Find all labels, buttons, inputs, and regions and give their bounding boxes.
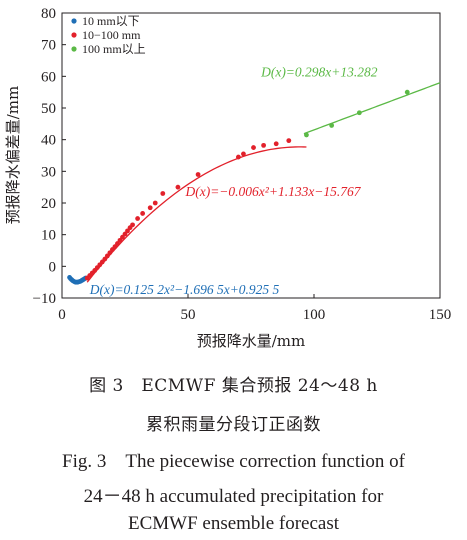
data-points <box>67 89 410 285</box>
legend-label: 10−100 mm <box>82 28 141 42</box>
data-point-1 <box>261 142 266 148</box>
fit-equation-0: D(x)=0.125 2x²−1.696 5x+0.925 5 <box>89 282 280 297</box>
data-point-1 <box>273 141 279 147</box>
y-tick-label: 80 <box>41 6 56 22</box>
caption-en-line2: 24－48 h accumulated precipitation for <box>83 486 384 507</box>
y-tick-label: 40 <box>41 133 56 149</box>
x-tick-label: 150 <box>429 307 452 323</box>
caption-en-line1: Fig. 3 The piecewise correction function… <box>62 451 405 472</box>
legend-marker <box>71 32 77 38</box>
legend-marker <box>71 46 77 52</box>
fit-equation-2: D(x)=0.298x+13.282 <box>260 64 378 79</box>
y-tick-label: 60 <box>41 69 56 85</box>
data-point-2 <box>404 89 410 95</box>
x-tick-label: 100 <box>303 307 326 323</box>
x-axis-label: 预报降水量/mm <box>197 332 306 350</box>
legend-marker <box>71 18 77 24</box>
data-point-1 <box>195 172 201 177</box>
x-axis: 0 50 100 150 <box>58 294 451 323</box>
data-point-2 <box>304 132 309 138</box>
legend-label: 10 mm以下 <box>82 14 140 28</box>
data-point-1 <box>251 145 256 150</box>
caption-zh-line1: 图 3 ECMWF 集合预报 24～48 h <box>89 376 378 396</box>
x-tick-label: 50 <box>181 307 196 323</box>
caption-zh-line2: 累积雨量分段订正函数 <box>146 415 321 435</box>
y-tick-label: 30 <box>41 164 56 180</box>
y-tick-label: 10 <box>41 228 56 244</box>
y-tick-label: 0 <box>49 259 57 275</box>
fit-equation-1: D(x)=−0.006x²+1.133x−15.767 <box>184 184 361 199</box>
data-point-1 <box>241 151 246 157</box>
data-point-1 <box>175 184 181 190</box>
y-axis-label: 预报降水偏差量/mm <box>4 86 22 225</box>
equation-labels: D(x)=0.125 2x²−1.696 5x+0.925 5 D(x)=−0.0… <box>89 64 378 297</box>
fit-curve-2 <box>303 82 441 135</box>
y-tick-label: 70 <box>41 38 56 54</box>
fit-curves <box>69 82 441 283</box>
y-tick-label: −10 <box>33 291 56 307</box>
data-point-1 <box>236 154 241 160</box>
data-point-1 <box>286 138 292 144</box>
data-point-1 <box>152 200 158 206</box>
data-point-1 <box>135 216 141 221</box>
caption-en-line3: ECMWF ensemble forecast <box>127 513 340 534</box>
x-tick-label: 0 <box>58 307 66 323</box>
fit-curve-1 <box>86 146 307 283</box>
data-point-1 <box>130 222 135 228</box>
data-point-1 <box>147 205 153 211</box>
legend-label: 100 mm以上 <box>82 42 146 56</box>
data-point-1 <box>160 191 166 196</box>
plot-frame <box>61 12 441 299</box>
data-point-2 <box>329 123 335 128</box>
data-point-1 <box>140 211 146 216</box>
data-point-2 <box>356 110 362 116</box>
y-tick-label: 50 <box>41 101 56 117</box>
y-tick-label: 20 <box>41 196 56 212</box>
y-axis: −10 0 10 20 30 40 50 60 70 80 <box>33 6 66 307</box>
